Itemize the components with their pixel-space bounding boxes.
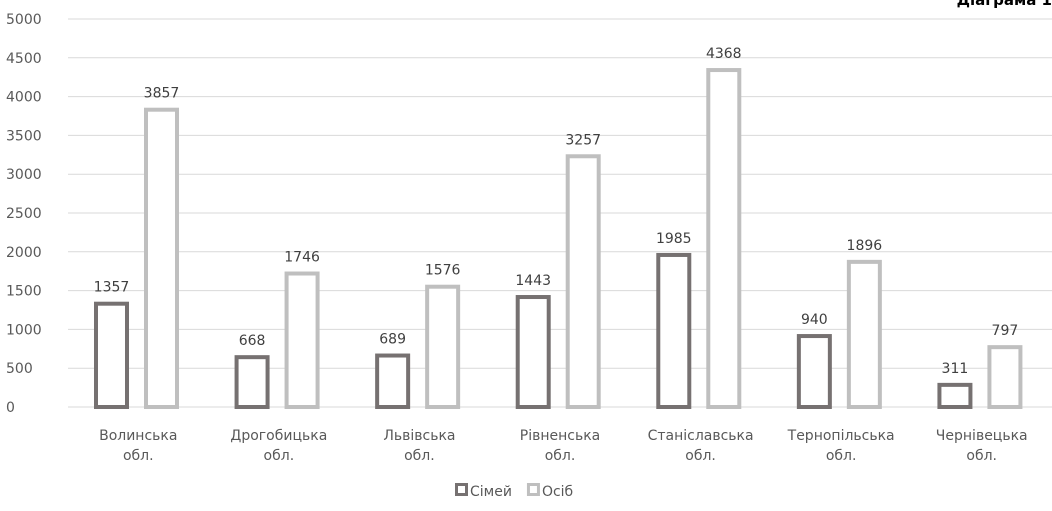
bar-osib-2 xyxy=(425,284,461,409)
category-label-3-line-0: Рівненська xyxy=(520,428,601,444)
category-label-4-line-1: обл. xyxy=(685,448,716,464)
y-tick-label-5000: 5000 xyxy=(6,12,42,28)
legend-label-simei: Сімей xyxy=(470,484,512,500)
legend-label-osib: Осіб xyxy=(542,484,573,500)
bar-simei-4 xyxy=(656,252,692,409)
bar-osib-4 xyxy=(706,68,742,409)
category-label-1-line-1: обл. xyxy=(264,448,295,464)
category-label-0-line-1: обл. xyxy=(123,448,154,464)
y-tick-label-3000: 3000 xyxy=(6,167,42,183)
y-tick-label-1500: 1500 xyxy=(6,284,42,300)
bar-simei-3 xyxy=(515,295,551,409)
bar-osib-1 xyxy=(284,271,320,409)
category-label-3-line-1: обл. xyxy=(545,448,576,464)
bar-osib-5 xyxy=(846,259,882,409)
bar-simei-1 xyxy=(234,355,270,410)
data-label-simei-5: 940 xyxy=(801,312,828,328)
y-tick-label-2000: 2000 xyxy=(6,245,42,261)
data-label-osib-2: 1576 xyxy=(425,263,461,279)
bars xyxy=(94,68,1023,410)
legend-swatch-simei xyxy=(455,483,468,496)
category-label-5-line-1: обл. xyxy=(826,448,857,464)
y-tick-label-4500: 4500 xyxy=(6,51,42,67)
y-tick-label-3500: 3500 xyxy=(6,128,42,144)
category-label-0-line-0: Волинська xyxy=(99,428,177,444)
y-tick-label-500: 500 xyxy=(6,361,33,377)
category-label-5-line-0: Тернопільська xyxy=(787,428,895,444)
bar-osib-0 xyxy=(144,107,179,409)
category-label-2-line-1: обл. xyxy=(404,448,435,464)
bar-osib-3 xyxy=(565,154,601,409)
data-label-osib-0: 3857 xyxy=(144,86,180,102)
x-axis-labels: Волинська обл. Дрогобицька обл. Львівська обл… xyxy=(99,428,1028,464)
data-label-osib-4: 4368 xyxy=(706,46,742,62)
chart-title: Діаграма 1 xyxy=(956,0,1052,9)
legend: Сімей Осіб xyxy=(455,483,573,500)
data-label-simei-0: 1357 xyxy=(94,280,130,296)
category-label-2-line-0: Львівська xyxy=(383,428,455,444)
data-label-osib-6: 797 xyxy=(992,323,1019,339)
data-label-simei-4: 1985 xyxy=(656,231,692,247)
data-label-simei-6: 311 xyxy=(942,361,969,377)
y-tick-label-1000: 1000 xyxy=(6,322,42,338)
legend-swatch-osib xyxy=(526,483,540,496)
bar-simei-0 xyxy=(94,301,129,410)
y-tick-label-2500: 2500 xyxy=(6,206,42,222)
category-label-4-line-0: Станіславська xyxy=(648,428,754,444)
category-label-6-line-0: Чернівецька xyxy=(936,428,1028,444)
category-label-1-line-0: Дрогобицька xyxy=(230,428,327,444)
grid-lines xyxy=(68,18,1052,408)
data-label-simei-3: 1443 xyxy=(515,273,551,289)
data-label-osib-5: 1896 xyxy=(847,238,883,254)
bar-simei-6 xyxy=(937,382,973,409)
bar-osib-6 xyxy=(987,345,1023,409)
category-label-6-line-1: обл. xyxy=(966,448,997,464)
data-label-osib-3: 3257 xyxy=(565,132,601,148)
y-axis-labels: 0 500 1000 1500 2000 2500 3000 3500 4000 4500 5000 xyxy=(6,12,42,416)
data-label-simei-2: 689 xyxy=(379,332,406,348)
bar-simei-2 xyxy=(375,353,411,409)
data-label-simei-1: 668 xyxy=(239,333,266,349)
bar-simei-5 xyxy=(796,334,832,409)
data-label-osib-1: 1746 xyxy=(284,250,320,266)
data-labels: 1357 668 689 1443 1985 940 311 3857 1746 1576 3257… xyxy=(94,46,1019,377)
y-tick-label-0: 0 xyxy=(6,400,15,416)
y-tick-label-4000: 4000 xyxy=(6,90,42,106)
